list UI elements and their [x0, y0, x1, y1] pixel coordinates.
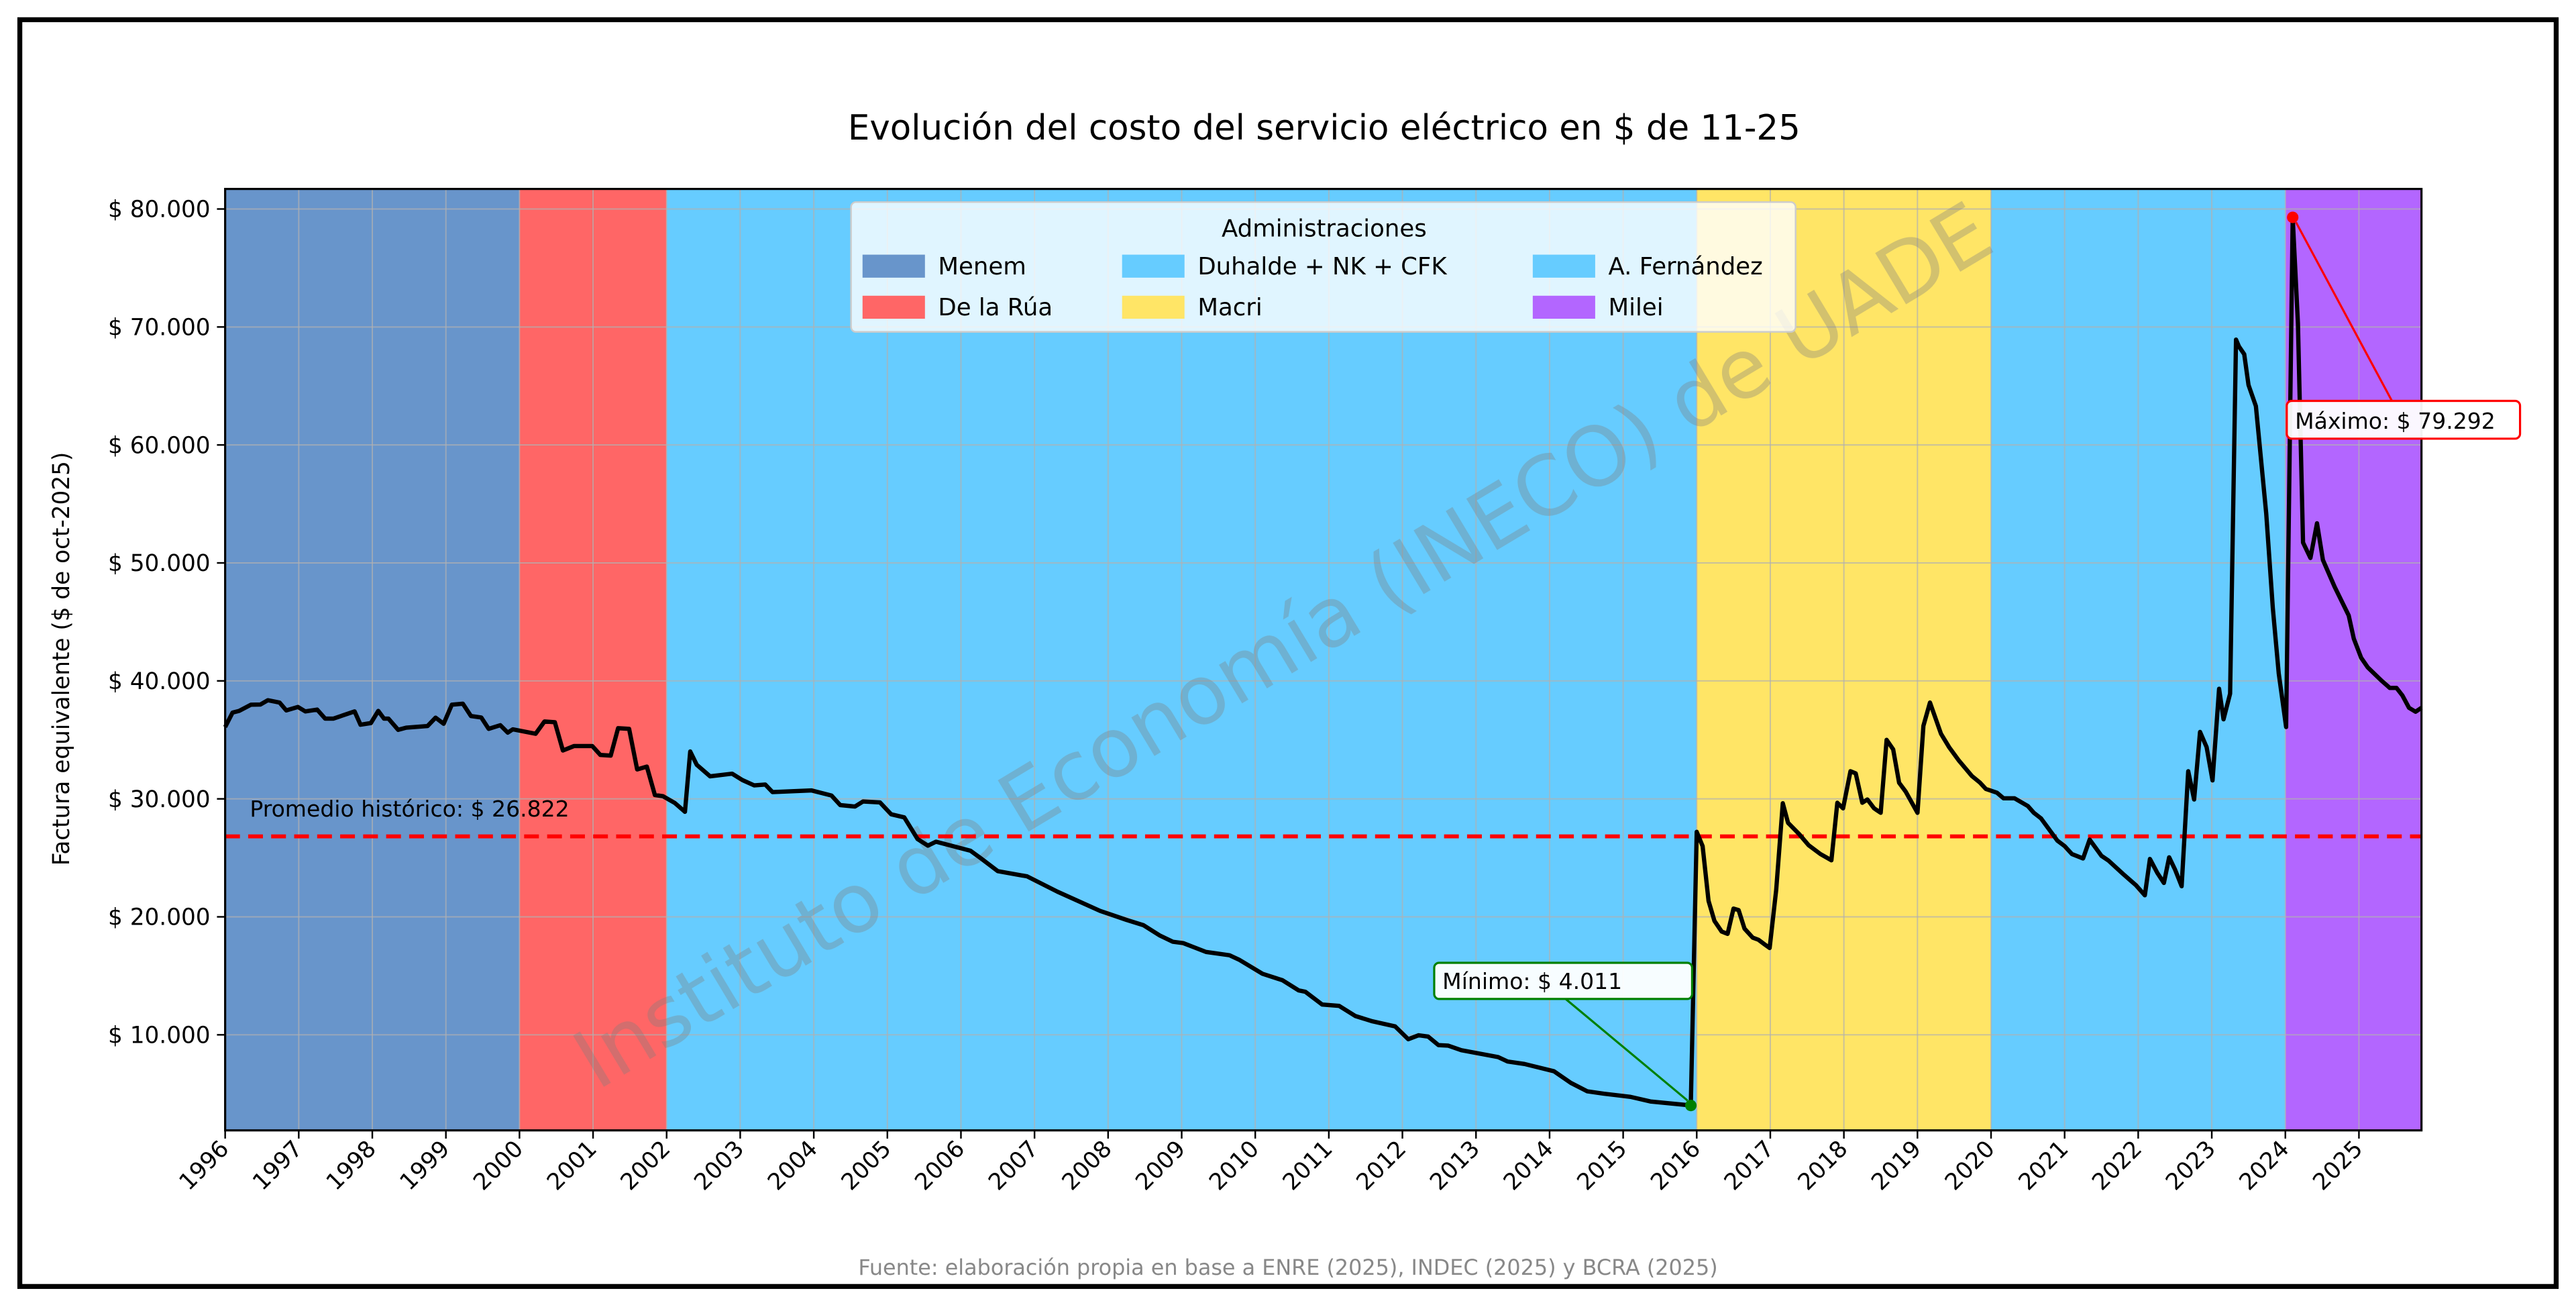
legend-label: Milei	[1609, 294, 1664, 321]
legend-label: De la Rúa	[938, 294, 1053, 321]
legend-title: Administraciones	[1222, 215, 1427, 243]
legend-swatch	[1122, 254, 1185, 278]
y-tick-label: $ 50.000	[108, 550, 211, 577]
min-arrow	[1564, 998, 1688, 1102]
plot-frame	[224, 188, 2423, 1132]
max-label: Máximo: $ 79.292	[2295, 408, 2496, 434]
y-tick-label: $ 60.000	[108, 432, 211, 459]
y-tick-label: $ 20.000	[108, 904, 211, 931]
y-axis-label: Factura equivalente ($ de oct-2025)	[48, 452, 75, 866]
legend-swatch	[1122, 295, 1185, 319]
legend-label: A. Fernández	[1609, 253, 1763, 280]
y-tick-label: $ 30.000	[108, 786, 211, 813]
y-tick-label: $ 70.000	[108, 315, 211, 342]
max-annotation: Máximo: $ 79.292	[2286, 211, 2522, 440]
min-marker	[1684, 1100, 1697, 1112]
legend-item-duhalde-nk-cfk: Duhalde + NK + CFK	[1122, 253, 1448, 280]
legend-swatch	[862, 295, 925, 319]
max-marker	[2287, 211, 2299, 223]
average-label: Promedio histórico: $ 26.822	[250, 796, 569, 822]
min-annotation: Mínimo: $ 4.011	[1433, 961, 1697, 1112]
max-arrow	[2295, 221, 2393, 402]
legend-label: Macri	[1197, 294, 1262, 321]
legend-item-de-la-rua: De la Rúa	[862, 294, 1053, 321]
legend-swatch	[1532, 295, 1595, 319]
legend-item-macri: Macri	[1122, 294, 1263, 321]
legend: Administraciones Menem De la Rúa Duhalde +…	[850, 201, 1796, 333]
y-tick-label: $ 10.000	[108, 1023, 211, 1049]
period-band-milei	[2285, 189, 2422, 1131]
legend-item-a-fernandez: A. Fernández	[1532, 253, 1763, 280]
legend-label: Menem	[938, 253, 1026, 280]
chart-title: Evolución del costo del servicio eléctri…	[848, 108, 1801, 148]
legend-label: Duhalde + NK + CFK	[1197, 253, 1448, 280]
legend-swatch	[1532, 254, 1595, 278]
series-line	[223, 215, 2423, 1108]
max-label-box	[2286, 399, 2522, 440]
source-note: Fuente: elaboración propia en base a ENR…	[858, 1255, 1717, 1280]
legend-item-milei: Milei	[1532, 294, 1664, 321]
legend-item-menem: Menem	[862, 253, 1026, 280]
y-tick-label: $ 80.000	[108, 197, 211, 223]
y-tick-label: $ 40.000	[108, 668, 211, 695]
min-label: Mínimo: $ 4.011	[1442, 968, 1622, 994]
legend-swatch	[862, 254, 925, 278]
min-label-box	[1433, 961, 1693, 1000]
